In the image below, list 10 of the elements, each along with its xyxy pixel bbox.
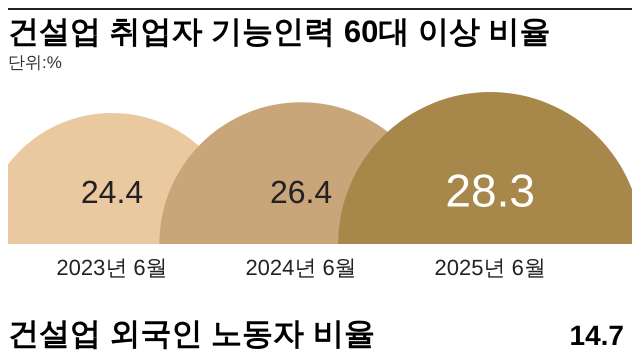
category-label: 2023년 6월 (56, 255, 168, 280)
category-label: 2024년 6월 (245, 255, 357, 280)
category-label: 2025년 6월 (434, 255, 546, 280)
data-label: 26.4 (270, 174, 332, 210)
data-label: 24.4 (80, 174, 144, 210)
text: 단위:% (8, 52, 63, 74)
text: 건설업 취업자 기능인력 60대 이상 비율 (8, 13, 552, 51)
text: 건설업 외국인 노동자 비율 (8, 316, 375, 351)
data-label: 28.3 (445, 164, 535, 217)
text: 14.7 (570, 320, 624, 352)
